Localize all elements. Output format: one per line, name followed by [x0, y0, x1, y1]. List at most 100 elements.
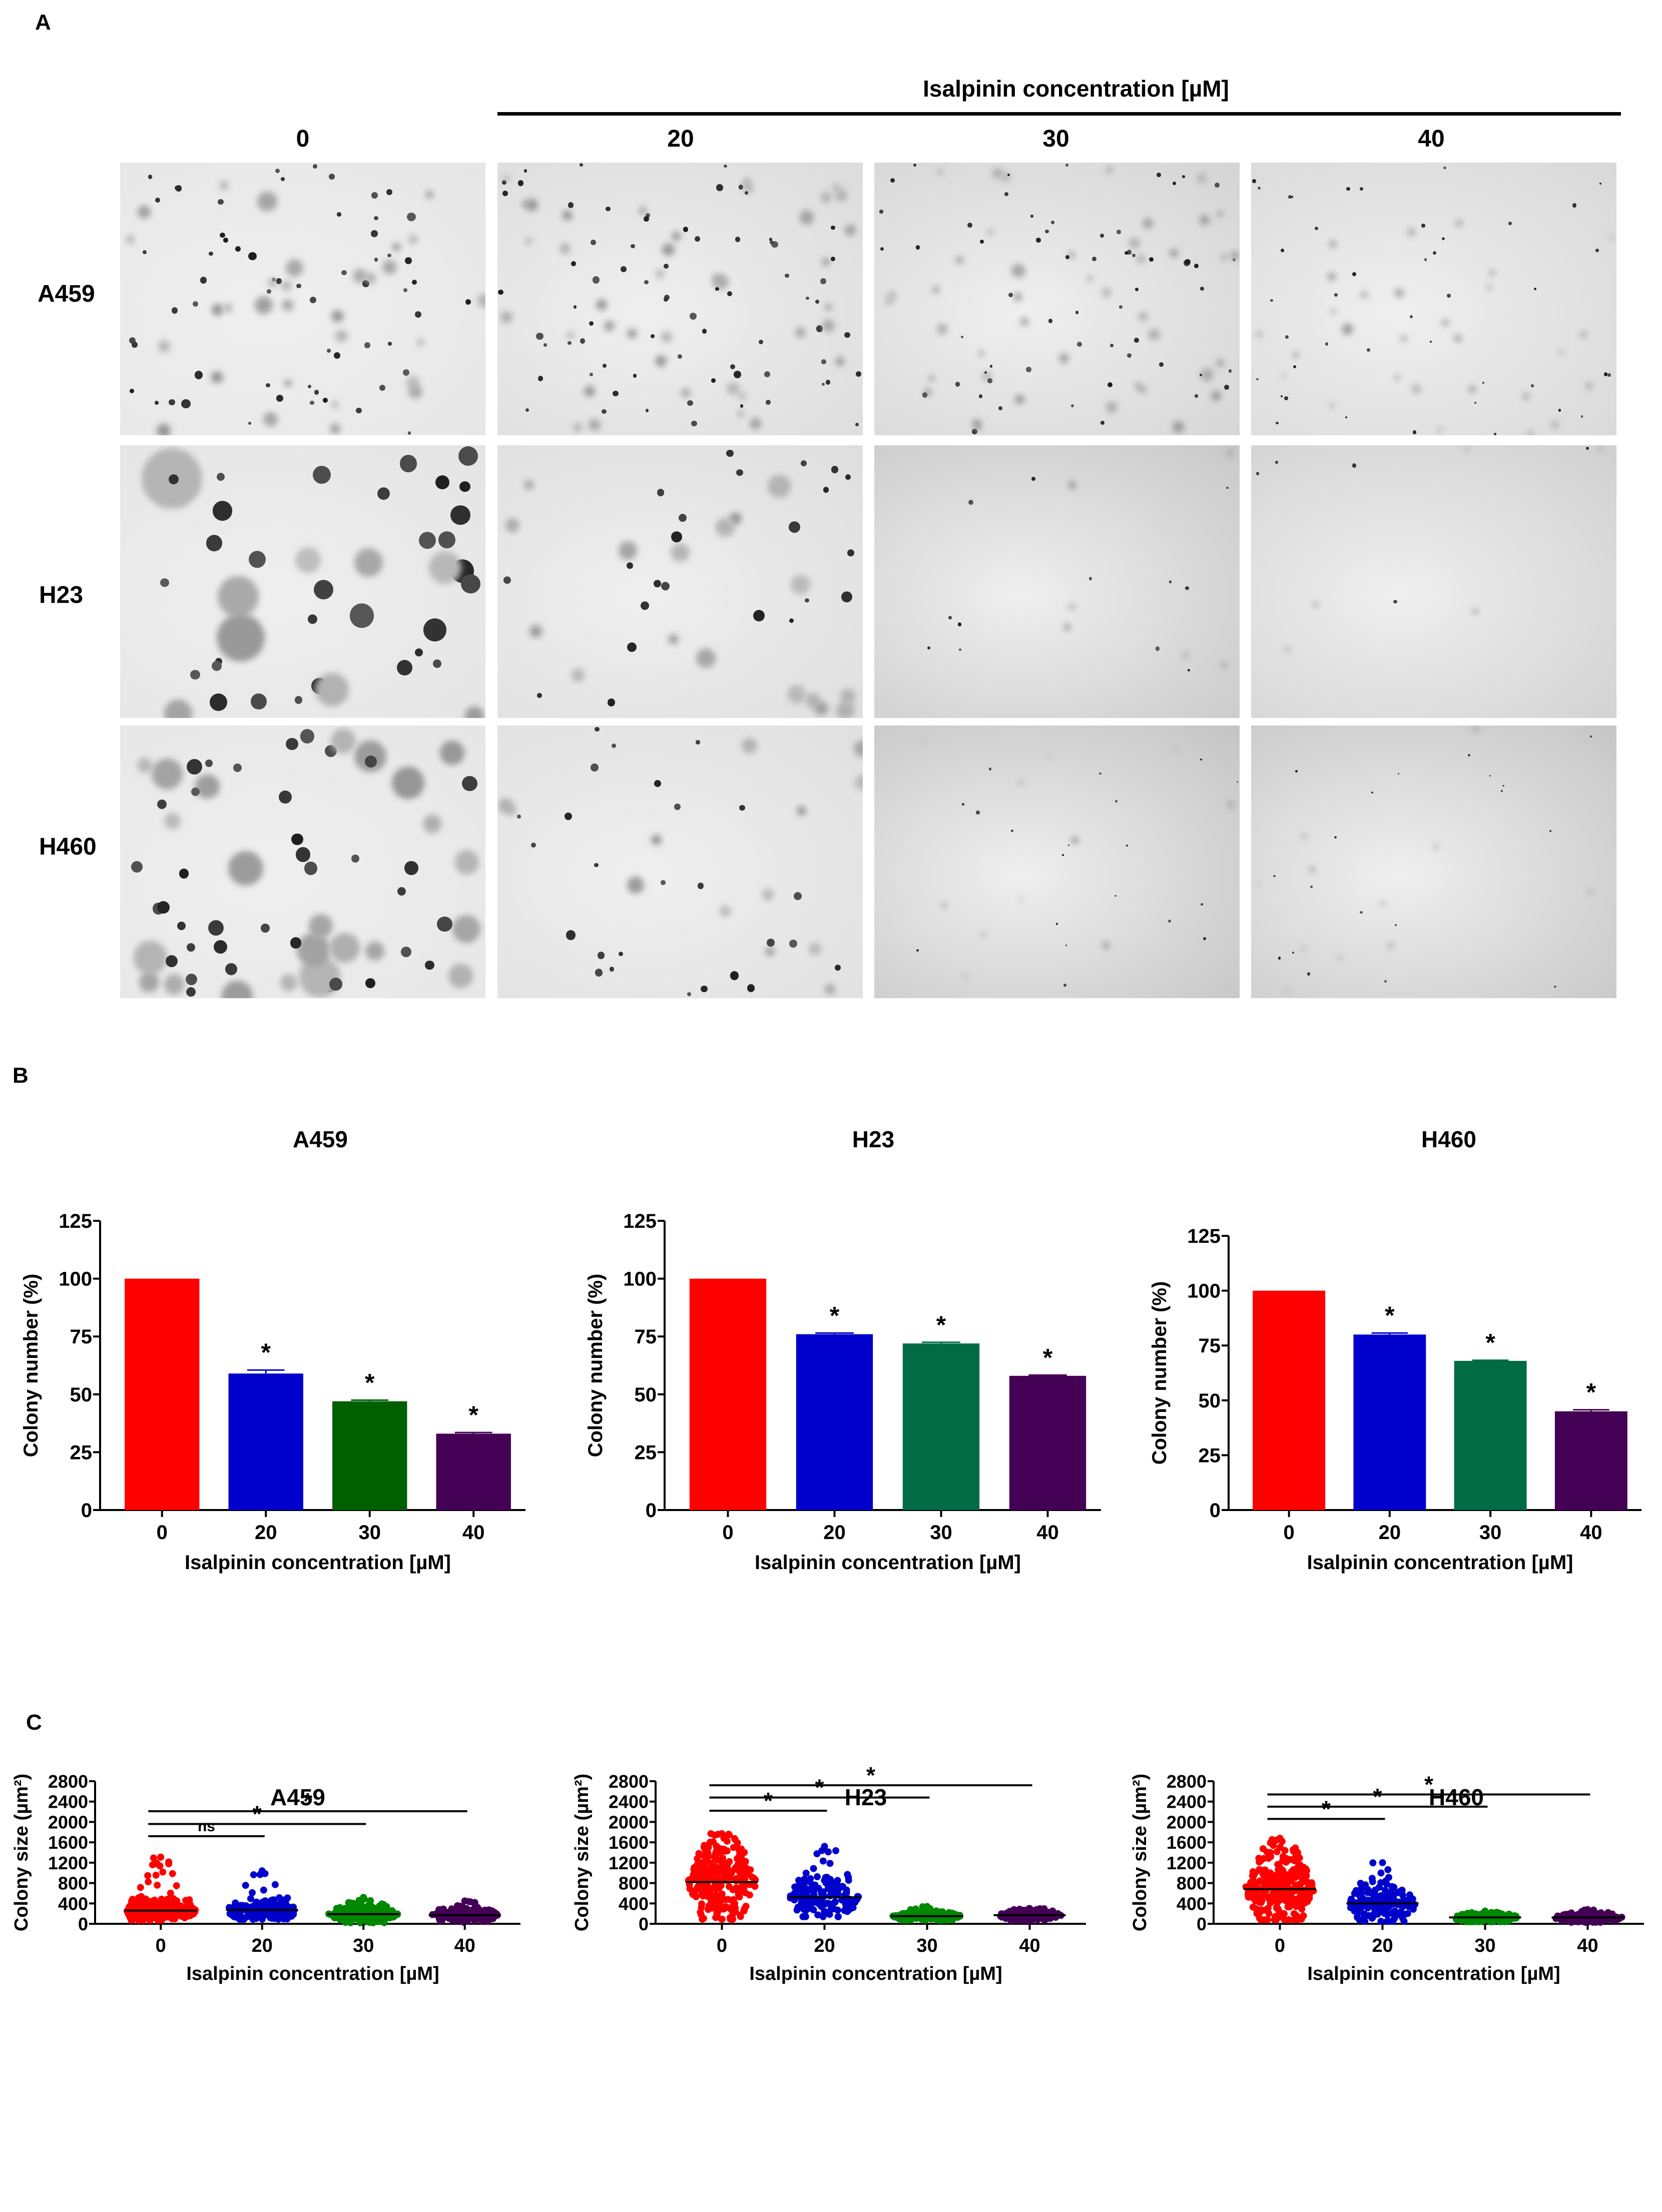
svg-text:*: * [1043, 1343, 1053, 1371]
scatter-group-30 [1449, 1907, 1521, 1925]
micrograph-h23-40 [1251, 445, 1616, 718]
svg-text:30: 30 [359, 1522, 381, 1544]
svg-text:40: 40 [1580, 1522, 1602, 1544]
significance-bracket: * [148, 1801, 366, 1827]
svg-text:0: 0 [717, 1935, 727, 1956]
bar-20: * [796, 1301, 873, 1510]
svg-text:1200: 1200 [1167, 1853, 1207, 1873]
svg-text:2800: 2800 [609, 1771, 649, 1792]
bar-0 [689, 1278, 767, 1510]
col-label-40: 40 [1418, 126, 1445, 152]
scatter-group-40 [1551, 1906, 1625, 1926]
svg-text:*: * [1586, 1378, 1596, 1406]
scatter-group-40 [993, 1905, 1066, 1924]
svg-text:20: 20 [1379, 1522, 1401, 1544]
svg-text:Isalpinin concentration [µM]: Isalpinin concentration [µM] [185, 1552, 451, 1574]
bar-30: * [902, 1311, 980, 1510]
svg-text:0: 0 [1284, 1522, 1295, 1544]
svg-text:*: * [1485, 1329, 1495, 1357]
chart-c-a459-title: A459 [270, 1784, 325, 1810]
row-label-h23: H23 [39, 582, 84, 608]
scatter-group-0 [685, 1830, 759, 1923]
svg-text:30: 30 [1479, 1522, 1502, 1544]
svg-text:0: 0 [157, 1522, 168, 1544]
svg-text:*: * [1424, 1771, 1433, 1797]
svg-text:Isalpinin concentration [µM]: Isalpinin concentration [µM] [1307, 1552, 1573, 1574]
micrograph-a459-30 [874, 163, 1240, 435]
scatter-group-20 [1346, 1859, 1419, 1925]
svg-text:20: 20 [1372, 1935, 1393, 1956]
svg-text:40: 40 [1577, 1935, 1598, 1956]
col-label-0: 0 [296, 126, 310, 152]
svg-text:0: 0 [722, 1522, 733, 1544]
micrograph-h460-30 [874, 725, 1240, 998]
svg-text:50: 50 [635, 1384, 657, 1406]
bar-30: * [332, 1368, 407, 1510]
svg-text:0: 0 [1210, 1500, 1221, 1522]
significance-bracket: * [709, 1775, 930, 1801]
svg-text:75: 75 [635, 1326, 657, 1348]
svg-text:800: 800 [619, 1873, 649, 1894]
bar-20: * [1353, 1301, 1426, 1510]
micrograph-h23-20 [497, 445, 863, 718]
header-bracket-line [497, 112, 1621, 116]
svg-text:*: * [866, 1762, 875, 1788]
svg-text:*: * [830, 1301, 840, 1329]
micrograph-h23-0 [120, 445, 485, 718]
svg-text:125: 125 [623, 1210, 657, 1232]
svg-text:30: 30 [930, 1522, 952, 1544]
svg-text:Isalpinin concentration [µM]: Isalpinin concentration [µM] [749, 1963, 1002, 1984]
svg-text:30: 30 [1474, 1935, 1495, 1956]
svg-text:40: 40 [1036, 1522, 1059, 1544]
svg-text:Isalpinin concentration [µM]: Isalpinin concentration [µM] [186, 1963, 439, 1984]
svg-text:*: * [1373, 1784, 1382, 1810]
panel-c-letter: C [26, 1710, 42, 1735]
chart-b-a459-title: A459 [293, 1126, 348, 1152]
svg-text:25: 25 [70, 1441, 93, 1463]
svg-text:2000: 2000 [609, 1812, 649, 1832]
svg-text:Colony number (%): Colony number (%) [585, 1274, 607, 1457]
bar-30: * [1454, 1329, 1527, 1510]
bar-0 [125, 1278, 200, 1510]
svg-text:30: 30 [916, 1935, 937, 1956]
svg-text:0: 0 [81, 1500, 92, 1522]
svg-text:20: 20 [252, 1935, 273, 1956]
svg-text:100: 100 [59, 1268, 92, 1290]
svg-text:100: 100 [1187, 1280, 1221, 1302]
svg-text:2000: 2000 [48, 1812, 88, 1832]
significance-bracket: * [709, 1762, 1032, 1788]
svg-text:*: * [936, 1311, 946, 1339]
svg-text:*: * [1385, 1301, 1395, 1329]
svg-text:*: * [469, 1401, 479, 1429]
scatter-group-30 [325, 1894, 401, 1926]
micrograph-a459-20 [497, 163, 863, 435]
significance-bracket: * [1267, 1771, 1590, 1797]
svg-text:2400: 2400 [609, 1792, 649, 1812]
svg-text:*: * [815, 1775, 824, 1801]
chart-b-h23-title: H23 [852, 1126, 895, 1152]
svg-text:40: 40 [462, 1522, 485, 1544]
svg-text:0: 0 [639, 1914, 649, 1934]
scatter-group-0 [1242, 1835, 1317, 1923]
svg-text:ns: ns [198, 1818, 215, 1835]
svg-text:Colony size (µm²): Colony size (µm²) [572, 1774, 593, 1931]
svg-text:400: 400 [619, 1893, 649, 1914]
row-label-h460: H460 [39, 834, 97, 860]
svg-text:1600: 1600 [1167, 1832, 1207, 1853]
svg-text:40: 40 [454, 1935, 475, 1956]
svg-text:800: 800 [58, 1873, 88, 1894]
svg-text:800: 800 [1177, 1873, 1207, 1894]
svg-text:1600: 1600 [609, 1832, 649, 1853]
bar-0 [1253, 1290, 1326, 1510]
significance-bracket: * [709, 1788, 827, 1814]
scatter-group-40 [428, 1897, 501, 1926]
svg-text:0: 0 [1275, 1935, 1285, 1956]
bar-chart-a459: 0 25 50 75 100 125 0 * 20 * 30 * 40 Isalpinin concent… [20, 1210, 525, 1574]
svg-text:30: 30 [353, 1935, 374, 1956]
panel-a-letter: A [35, 10, 51, 35]
svg-text:Isalpinin concentration [µM]: Isalpinin concentration [µM] [1307, 1963, 1560, 1984]
svg-text:2800: 2800 [1167, 1771, 1207, 1792]
svg-text:Isalpinin concentration [µM]: Isalpinin concentration [µM] [755, 1552, 1021, 1574]
